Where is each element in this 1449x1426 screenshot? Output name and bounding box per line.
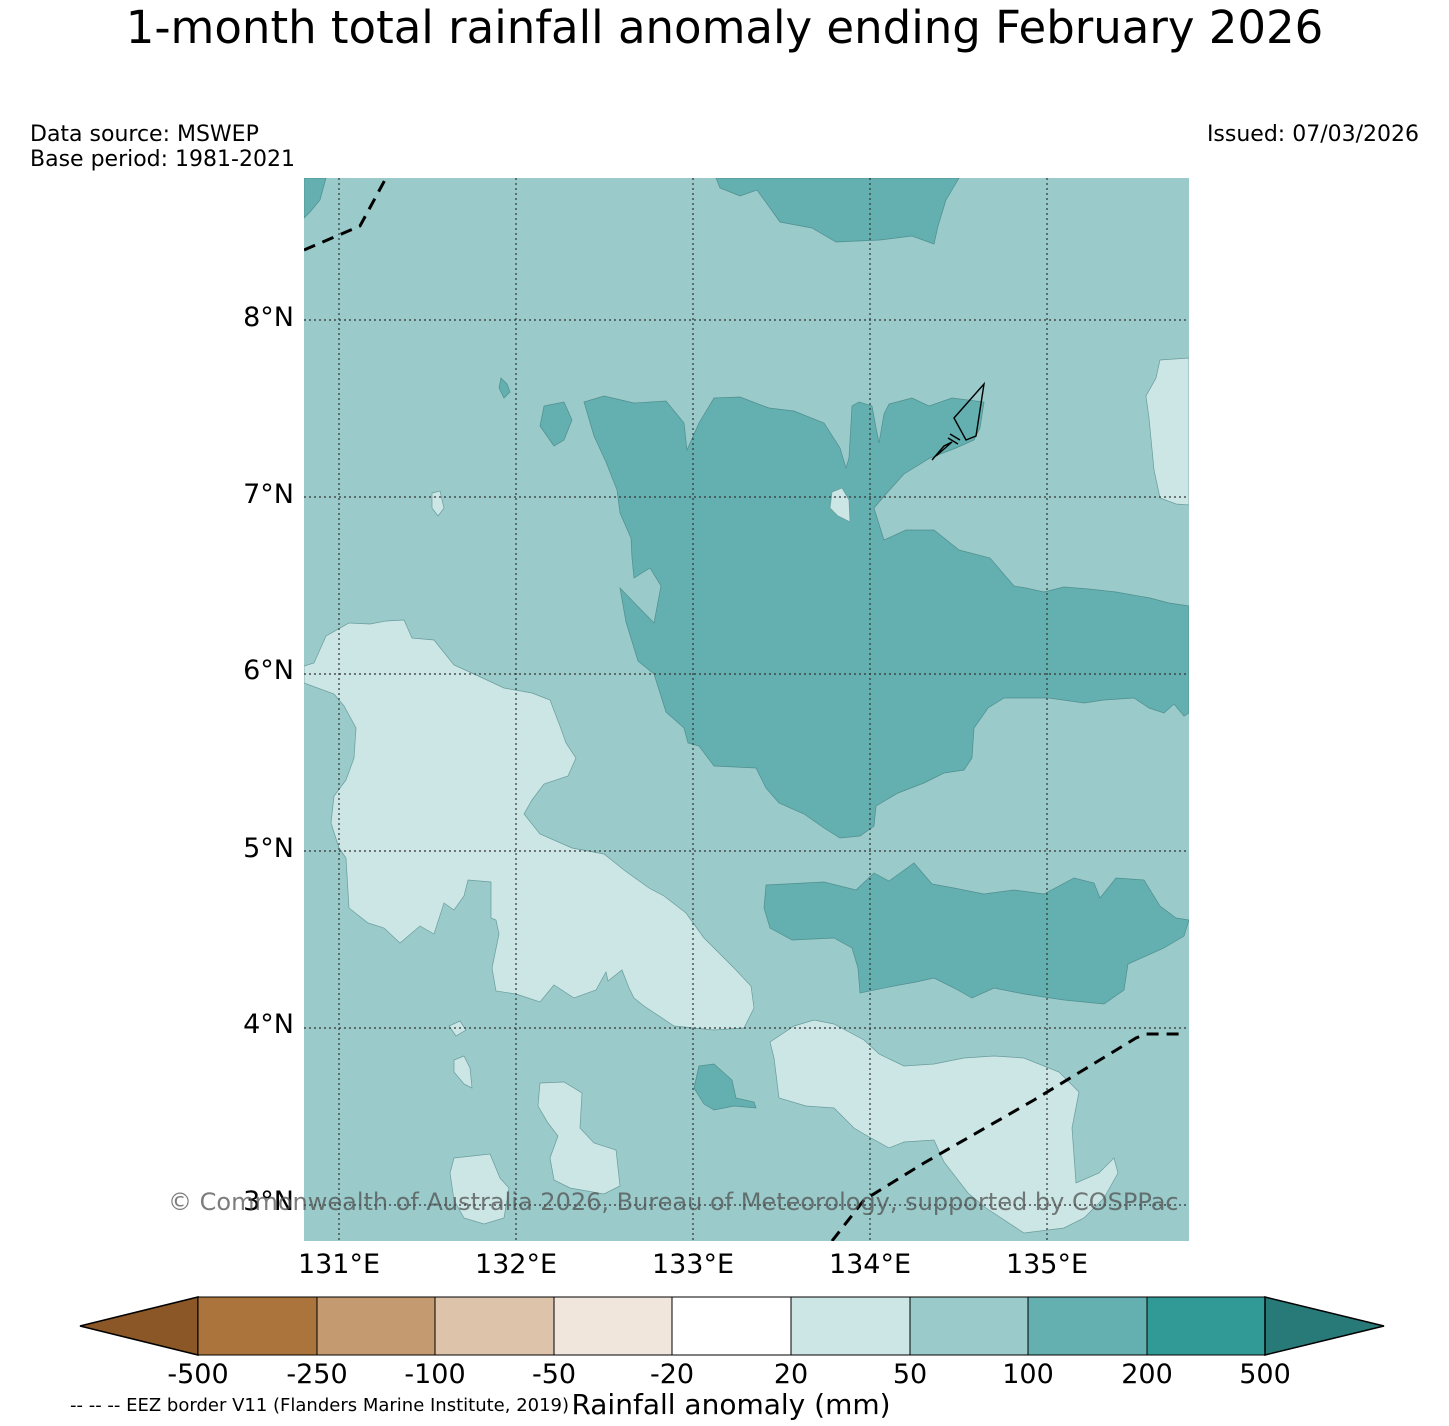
lat-label-7n: 7°N	[243, 479, 294, 510]
colorbar-bin-pos-200-500	[1146, 1296, 1266, 1356]
colorbar-tick-20: 20	[773, 1359, 809, 1390]
colorbar-tick-neg100: -100	[404, 1359, 466, 1390]
colorbar-tick-neg50: -50	[531, 1359, 577, 1390]
island-outline	[931, 381, 986, 461]
region-north-central	[715, 178, 960, 245]
island-reef	[947, 433, 961, 445]
lat-label-8n: 8°N	[243, 302, 294, 333]
lon-label-131e: 131°E	[297, 1249, 381, 1280]
colorbar-bin-pos-100-200	[1027, 1296, 1148, 1356]
eez-border-southeast	[830, 1032, 1184, 1241]
colorbar-tick-neg250: -250	[286, 1359, 348, 1390]
colorbar-extend-low	[79, 1296, 199, 1356]
region-small-blob-c	[453, 1055, 473, 1089]
lat-label-3n: 3°N	[243, 1186, 294, 1217]
colorbar-tick-500: 500	[1239, 1359, 1291, 1390]
eez-legend: -- -- -- EEZ border V11 (Flanders Marine…	[70, 1395, 570, 1416]
lon-label-132e: 132°E	[474, 1249, 558, 1280]
colorbar-bin-neg-250-100	[316, 1296, 436, 1356]
lat-label-6n: 6°N	[243, 655, 294, 686]
rainfall-anomaly-map	[304, 178, 1189, 1241]
island-spit	[931, 441, 953, 461]
island-main	[953, 381, 986, 441]
copyright-notice: © Commonwealth of Australia 2026, Bureau…	[168, 1188, 1179, 1216]
colorbar-tick-neg20: -20	[649, 1359, 695, 1390]
colorbar-bin-neg-500-250	[197, 1296, 318, 1356]
map-title: 1-month total rainfall anomaly ending Fe…	[125, 1, 1324, 54]
colorbar-bin-neg-50-20	[553, 1296, 673, 1356]
region-small-blob-d	[448, 1020, 467, 1037]
anomaly-20-50-regions	[304, 357, 1189, 1234]
colorbar-label: Rainfall anomaly (mm)	[571, 1388, 891, 1421]
lat-label-5n: 5°N	[243, 833, 294, 864]
region-west-large	[304, 619, 755, 1031]
colorbar-tick-100: 100	[1002, 1359, 1054, 1390]
colorbar-bin-neg-100-50	[434, 1296, 555, 1356]
map-canvas	[304, 178, 1189, 1241]
lon-label-133e: 133°E	[651, 1249, 735, 1280]
colorbar-bin-pos-20-50	[790, 1296, 911, 1356]
colorbar-bin-neutral	[671, 1296, 792, 1356]
region-central-main	[583, 395, 1189, 839]
colorbar	[79, 1296, 1385, 1356]
region-southeast-main	[769, 1019, 1119, 1234]
region-south-middle	[537, 1081, 621, 1195]
region-south-blob	[693, 1063, 757, 1111]
region-top-left-corner	[304, 178, 327, 219]
region-small-blob-b	[498, 377, 511, 399]
graticule	[304, 178, 1189, 1241]
colorbar-bin-pos-50-100	[909, 1296, 1029, 1356]
colorbar-tick-neg500: -500	[167, 1359, 229, 1390]
meta-info: Data source: MSWEP Base period: 1981-202…	[30, 122, 295, 172]
eez-border-northwest	[304, 178, 388, 252]
lat-label-4n: 4°N	[243, 1009, 294, 1040]
lon-label-135e: 135°E	[1005, 1249, 1089, 1280]
issued-date: Issued: 07/03/2026	[1206, 122, 1419, 147]
colorbar-tick-200: 200	[1121, 1359, 1173, 1390]
region-east-edge-upper	[1145, 357, 1189, 506]
lon-label-134e: 134°E	[828, 1249, 912, 1280]
region-south-left	[449, 1153, 510, 1225]
region-small-blob-a	[539, 401, 573, 447]
base-period: Base period: 1981-2021	[30, 147, 295, 172]
colorbar-tick-50: 50	[892, 1359, 928, 1390]
data-source: Data source: MSWEP	[30, 122, 259, 147]
colorbar-extend-high	[1264, 1296, 1385, 1356]
eez-borders	[304, 178, 1184, 1241]
